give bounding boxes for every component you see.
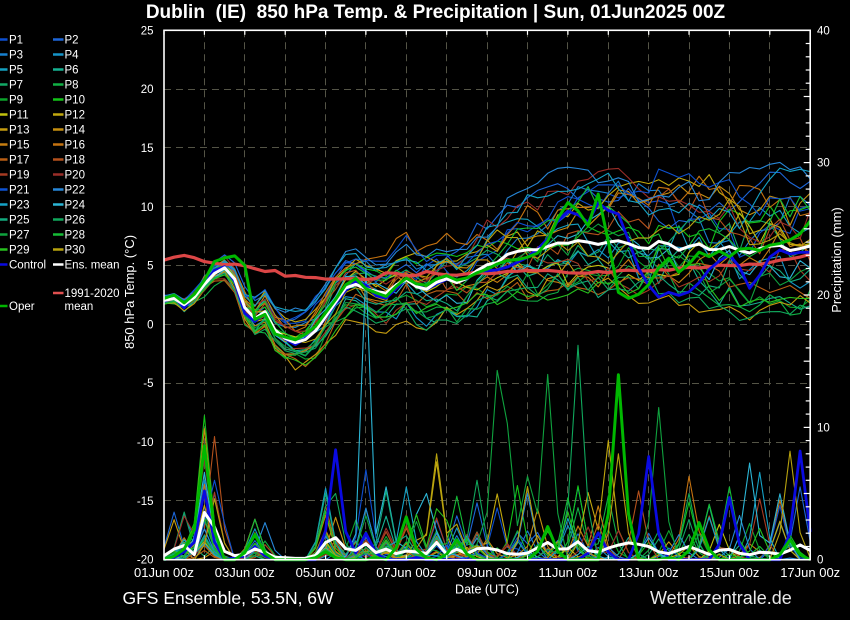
svg-text:15: 15 (141, 143, 154, 155)
svg-text:1991-2020: 1991-2020 (65, 288, 120, 300)
svg-text:5: 5 (147, 261, 153, 273)
svg-text:P27: P27 (9, 230, 29, 242)
svg-text:P19: P19 (9, 170, 29, 182)
svg-text:P15: P15 (9, 140, 29, 152)
svg-text:-5: -5 (143, 378, 153, 390)
svg-text:P8: P8 (65, 80, 79, 92)
svg-text:07Jun 00z: 07Jun 00z (376, 565, 436, 580)
svg-text:11Jun 00z: 11Jun 00z (538, 565, 597, 580)
svg-text:P1: P1 (9, 35, 23, 47)
svg-text:850 hPa Temp. (°C): 850 hPa Temp. (°C) (122, 235, 137, 349)
svg-text:P28: P28 (65, 230, 85, 242)
svg-text:20: 20 (141, 84, 154, 96)
svg-text:01Jun 00z: 01Jun 00z (134, 565, 194, 580)
svg-text:03Jun 00z: 03Jun 00z (215, 565, 275, 580)
svg-text:Oper: Oper (9, 301, 35, 313)
svg-text:Wetterzentrale.de: Wetterzentrale.de (650, 588, 792, 608)
svg-text:P10: P10 (65, 95, 85, 107)
svg-text:P9: P9 (9, 95, 23, 107)
svg-text:P4: P4 (65, 50, 80, 62)
svg-text:0: 0 (147, 319, 153, 331)
svg-text:30: 30 (817, 158, 830, 170)
svg-text:20: 20 (817, 290, 830, 302)
svg-text:-15: -15 (137, 496, 154, 508)
svg-text:P3: P3 (9, 50, 23, 62)
svg-text:P6: P6 (65, 65, 79, 77)
svg-text:05Jun 00z: 05Jun 00z (296, 565, 356, 580)
svg-text:-10: -10 (137, 437, 154, 449)
svg-text:13Jun 00z: 13Jun 00z (619, 565, 679, 580)
svg-text:P17: P17 (9, 155, 29, 167)
svg-text:P23: P23 (9, 200, 29, 212)
svg-text:P11: P11 (9, 110, 29, 122)
svg-text:P21: P21 (9, 185, 29, 197)
svg-text:P13: P13 (9, 125, 29, 137)
svg-text:P16: P16 (65, 140, 85, 152)
svg-text:P26: P26 (65, 215, 85, 227)
svg-text:0: 0 (817, 555, 823, 567)
svg-text:P30: P30 (65, 245, 85, 257)
svg-text:Dublin (IE) 850 hPa Temp. &: Dublin (IE) 850 hPa Temp. & Precipitatio… (146, 2, 726, 23)
svg-text:P25: P25 (9, 215, 29, 227)
svg-text:10: 10 (817, 422, 830, 434)
svg-text:P20: P20 (65, 170, 85, 182)
svg-text:P29: P29 (9, 245, 29, 257)
svg-text:Precipitation (mm): Precipitation (mm) (829, 207, 844, 312)
svg-text:Date (UTC): Date (UTC) (455, 583, 519, 597)
svg-text:09Jun 00z: 09Jun 00z (457, 565, 517, 580)
svg-text:40: 40 (817, 25, 830, 37)
svg-text:P2: P2 (65, 35, 79, 47)
svg-text:P14: P14 (65, 125, 86, 137)
svg-text:P22: P22 (65, 185, 85, 197)
svg-text:P24: P24 (65, 200, 86, 212)
svg-text:25: 25 (141, 25, 154, 37)
svg-text:P18: P18 (65, 155, 85, 167)
svg-text:GFS Ensemble, 53.5N, 6W: GFS Ensemble, 53.5N, 6W (123, 588, 335, 608)
svg-text:P12: P12 (65, 110, 85, 122)
svg-text:-20: -20 (137, 555, 154, 567)
svg-text:15Jun 00z: 15Jun 00z (699, 565, 759, 580)
svg-text:10: 10 (141, 202, 154, 214)
svg-text:Control: Control (9, 260, 46, 272)
svg-text:P5: P5 (9, 65, 23, 77)
svg-text:mean: mean (65, 301, 94, 313)
svg-text:P7: P7 (9, 80, 23, 92)
svg-text:17Jun 00z: 17Jun 00z (780, 565, 840, 580)
svg-text:Ens. mean: Ens. mean (65, 260, 120, 272)
